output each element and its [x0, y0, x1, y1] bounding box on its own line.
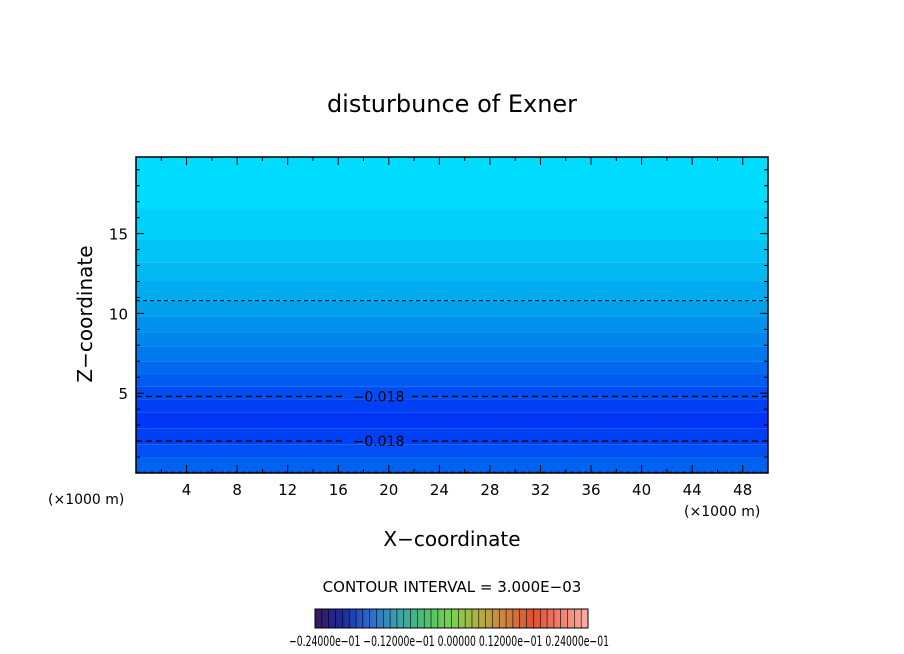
contour-band-9 [136, 361, 768, 375]
x-unit-left: (×1000 m) [48, 492, 124, 508]
x-tick-label-5: 24 [430, 481, 449, 499]
y-tick-label-2: 15 [109, 226, 128, 244]
y-tick-label-0: 5 [118, 385, 128, 403]
colorbar [314, 608, 589, 629]
x-unit-right: (×1000 m) [684, 504, 760, 520]
contour-label-0: −0.018 [353, 434, 405, 450]
x-axis-label: X−coordinate [383, 527, 520, 551]
contour-band-1 [136, 208, 768, 240]
x-tick-label-10: 44 [683, 481, 702, 499]
x-tick-label-6: 28 [480, 481, 499, 499]
contour-band-6 [136, 316, 768, 333]
colorbar-frame [314, 608, 589, 629]
plot-frame [135, 156, 769, 474]
contour-band-0 [136, 157, 768, 209]
contour-band-5 [136, 300, 768, 317]
contour-fill-bands [136, 157, 768, 473]
x-tick-label-9: 40 [632, 481, 651, 499]
contour-band-2 [136, 239, 768, 263]
contour-band-11 [136, 386, 768, 400]
contour-band-3 [136, 262, 768, 282]
x-tick-label-1: 8 [232, 481, 242, 499]
y-tick-label-1: 10 [109, 305, 128, 323]
x-tick-label-8: 36 [581, 481, 600, 499]
x-tick-label-7: 32 [531, 481, 550, 499]
x-tick-label-3: 16 [329, 481, 348, 499]
x-axis-ticks: 4 8 12 16 20 24 28 32 36 40 44 48 [160, 157, 752, 499]
contour-lines: −0.018 −0.018 [136, 300, 768, 473]
contour-band-10 [136, 374, 768, 387]
contour-band-7 [136, 332, 768, 347]
colorbar-labels: −0.24000e−01 −0.12000e−01 0.00000 0.1200… [289, 634, 609, 650]
x-tick-label-0: 4 [182, 481, 192, 499]
x-tick-label-4: 20 [379, 481, 398, 499]
contour-band-15 [136, 444, 768, 458]
contour-band-4 [136, 281, 768, 301]
contour-label-1: −0.018 [353, 389, 405, 405]
contour-band-16 [136, 457, 768, 473]
y-axis-ticks: 5 10 15 [109, 169, 768, 458]
x-tick-label-2: 12 [278, 481, 297, 499]
contour-band-13 [136, 412, 768, 429]
contour-band-12 [136, 399, 768, 413]
chart-title: disturbunce of Exner [327, 90, 577, 118]
contour-band-8 [136, 346, 768, 362]
contour-interval-text: CONTOUR INTERVAL = 3.000E−03 [323, 578, 582, 596]
x-tick-label-11: 48 [733, 481, 752, 499]
y-axis-label: Z−coordinate [73, 245, 97, 382]
contour-band-14 [136, 428, 768, 445]
